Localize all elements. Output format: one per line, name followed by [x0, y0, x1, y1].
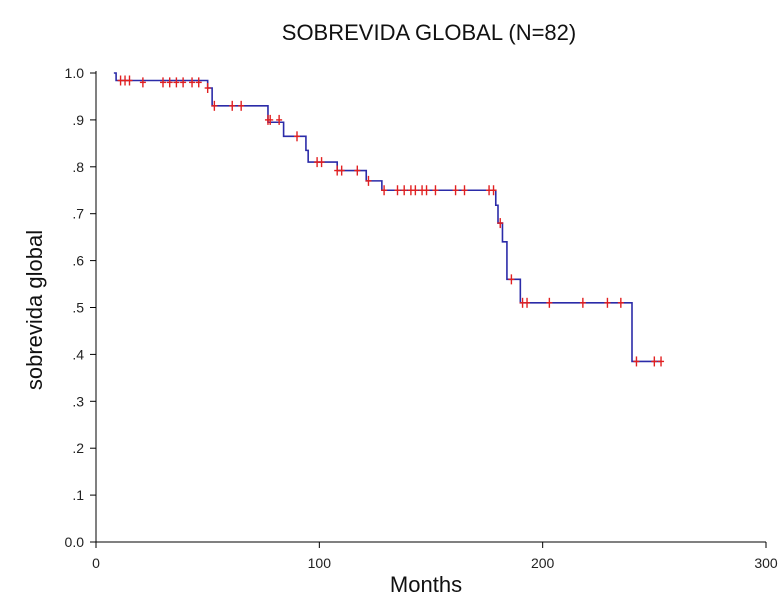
- y-tick-label: .4: [72, 346, 84, 362]
- censor-mark: [166, 77, 173, 88]
- censor-mark: [238, 100, 245, 111]
- censor-mark: [658, 356, 665, 367]
- y-tick-label: .2: [72, 440, 84, 456]
- censor-mark: [211, 100, 218, 111]
- censor-mark: [267, 114, 274, 125]
- censor-mark: [338, 165, 345, 176]
- y-tick-label: .3: [72, 393, 84, 409]
- censor-mark: [423, 185, 430, 196]
- plot-area: [113, 72, 665, 367]
- censor-mark: [381, 185, 388, 196]
- x-tick-label: 100: [308, 555, 332, 571]
- censor-mark: [412, 185, 419, 196]
- censor-mark: [126, 75, 133, 86]
- y-tick-label: 0.0: [65, 534, 85, 550]
- censor-mark: [139, 77, 146, 88]
- survival-step-line: [113, 72, 662, 363]
- censor-mark: [461, 185, 468, 196]
- censor-mark: [604, 297, 611, 308]
- axes: 0.0 .1 .2 .3 .4 .5 .6 .7 .8 .9 1.0 0 100 200 300: [65, 65, 778, 571]
- censor-mark: [173, 77, 180, 88]
- x-tick-label: 300: [754, 555, 778, 571]
- censor-mark: [546, 297, 553, 308]
- y-tick-label: .8: [72, 159, 84, 175]
- censor-mark: [401, 185, 408, 196]
- censor-mark: [276, 114, 283, 125]
- censor-mark: [180, 77, 187, 88]
- censor-mark: [524, 297, 531, 308]
- censor-mark: [651, 356, 658, 367]
- y-tick-label: .6: [72, 253, 84, 269]
- censor-mark: [508, 274, 515, 285]
- x-tick-label: 200: [531, 555, 555, 571]
- censor-mark: [490, 185, 497, 196]
- y-tick-label: .5: [72, 300, 84, 316]
- y-tick-label: .7: [72, 206, 84, 222]
- y-axis-label: sobrevida global: [22, 230, 47, 390]
- censor-mark: [160, 77, 166, 88]
- censor-mark: [189, 77, 196, 88]
- y-tick-label: 1.0: [65, 65, 85, 81]
- censor-mark: [452, 185, 459, 196]
- x-axis-label: Months: [390, 572, 462, 597]
- censor-mark: [204, 83, 211, 94]
- censor-mark: [365, 175, 372, 186]
- censor-mark: [294, 131, 300, 142]
- censor-mark: [229, 100, 236, 111]
- censor-mark: [195, 77, 202, 88]
- censor-mark: [394, 185, 401, 196]
- censor-mark: [617, 297, 624, 308]
- chart-title: SOBREVIDA GLOBAL (N=82): [282, 20, 576, 45]
- censor-mark: [633, 356, 640, 367]
- censor-mark: [318, 157, 325, 168]
- censor-mark: [579, 297, 586, 308]
- censor-mark: [432, 185, 439, 196]
- censor-mark: [354, 165, 361, 176]
- y-tick-label: .1: [72, 487, 84, 503]
- y-tick-label: .9: [72, 112, 84, 128]
- x-tick-label: 0: [92, 555, 100, 571]
- censor-mark: [497, 218, 504, 229]
